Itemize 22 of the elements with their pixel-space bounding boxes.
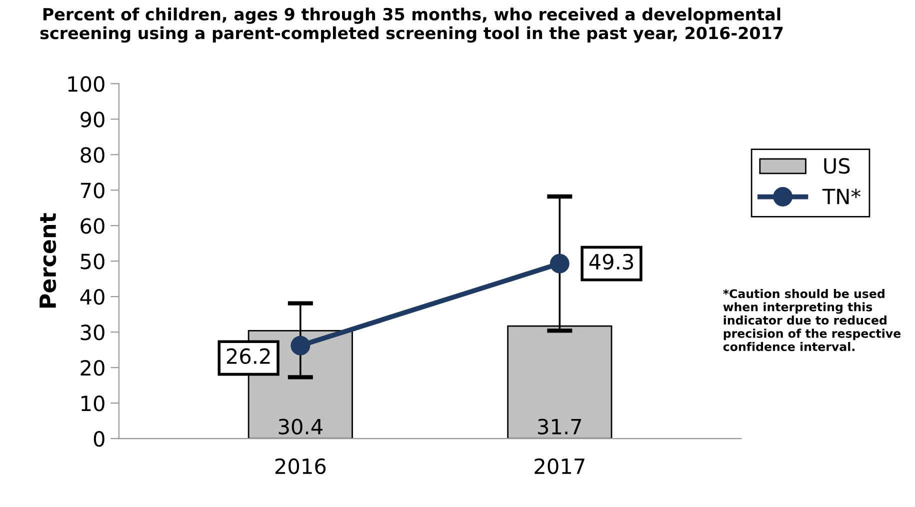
data-label: 49.3 <box>589 254 634 270</box>
y-tick-label: 0 <box>94 431 104 447</box>
y-tick-label: 20 <box>80 360 104 376</box>
x-tick-label: 2017 <box>534 458 584 474</box>
chart-title: Percent of children, ages 9 through 35 months, who received a developmental screening using a parent-completed screening tool in the past year, 2016-2017 <box>40 8 783 43</box>
y-tick-label: 100 <box>68 76 104 92</box>
annotation: *Caution should be used when interpreting this indicator due to reduced precision of the respective confidence interval. <box>723 288 901 352</box>
legend-label: TN* <box>822 188 861 204</box>
x-tick-label: 2016 <box>275 458 326 474</box>
y-tick-label: 40 <box>80 289 104 305</box>
y-tick-label: 50 <box>80 254 104 270</box>
y-tick-label: 80 <box>80 147 104 163</box>
y-tick-label: 30 <box>80 324 104 340</box>
y-tick-label: 60 <box>80 218 104 234</box>
data-label: 26.2 <box>226 348 270 364</box>
y-tick-label: 90 <box>80 112 104 128</box>
y-tick-label: 10 <box>82 396 104 412</box>
data-label: 31.7 <box>538 418 582 435</box>
y-tick-label: 70 <box>80 182 104 198</box>
legend-label: US <box>824 158 850 174</box>
y-axis-title: Percent <box>40 213 56 308</box>
data-label: 30.4 <box>278 418 322 435</box>
